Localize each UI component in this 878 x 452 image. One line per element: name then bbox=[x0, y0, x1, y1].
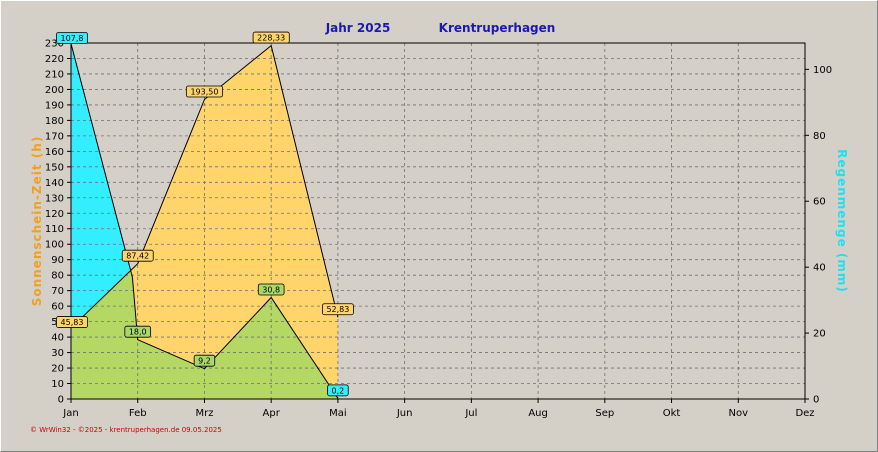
x-tick-label: Sep bbox=[595, 408, 614, 419]
x-tick-label: Aug bbox=[528, 408, 548, 419]
x-tick-label: Mrz bbox=[195, 408, 213, 419]
left-tick-label: 40 bbox=[51, 333, 64, 344]
overlap-area bbox=[71, 45, 338, 399]
sunshine-data-label: 45,83 bbox=[56, 316, 88, 328]
sunshine-data-label: 228,33 bbox=[252, 31, 290, 44]
left-tick-label: 230 bbox=[45, 39, 64, 50]
rain-line bbox=[70, 43, 339, 399]
rain-data-label: 9,2 bbox=[193, 354, 216, 367]
left-tick-label: 170 bbox=[45, 131, 64, 142]
left-tick-label: 190 bbox=[45, 100, 64, 111]
svg-text:52,83: 52,83 bbox=[326, 305, 349, 314]
x-tick-label: Mai bbox=[329, 408, 347, 419]
right-axis-label: Regenmenge (mm) bbox=[835, 149, 849, 293]
right-tick-label: 80 bbox=[813, 131, 826, 142]
rain-data-label: 0,2 bbox=[327, 384, 349, 397]
x-tick-label: Nov bbox=[729, 408, 749, 419]
location-title: Krentruperhagen bbox=[439, 21, 556, 35]
chart-title: Jahr 2025 bbox=[325, 21, 391, 35]
footer-copyright: © WrWin32 - ©2025 - krentruperhagen.de 0… bbox=[30, 426, 222, 434]
x-tick-label: Jan bbox=[62, 408, 78, 419]
svg-text:45,83: 45,83 bbox=[61, 318, 84, 327]
right-axis: 0 20 40 60 80 100 bbox=[805, 65, 832, 406]
left-tick-label: 80 bbox=[51, 271, 64, 282]
x-tick-label: Dez bbox=[795, 408, 814, 419]
rain-data-label: 30,8 bbox=[257, 283, 285, 296]
x-tick-label: Apr bbox=[263, 408, 281, 419]
data-labels: 45,83 87,42 193,50 228,33 52,83 107,8 18,0 9,2 3… bbox=[56, 31, 354, 397]
left-tick-label: 0 bbox=[58, 395, 64, 406]
svg-text:9,2: 9,2 bbox=[198, 357, 211, 366]
x-tick-label: Feb bbox=[129, 408, 147, 419]
left-tick-label: 140 bbox=[45, 178, 64, 189]
left-tick-label: 200 bbox=[45, 85, 64, 96]
svg-text:87,42: 87,42 bbox=[126, 252, 149, 261]
right-tick-label: 60 bbox=[813, 197, 826, 208]
left-axis-label: Sonnenschein-Zeit (h) bbox=[30, 136, 44, 307]
x-tick-label: Jun bbox=[396, 408, 413, 419]
left-tick-label: 210 bbox=[45, 69, 64, 80]
plot-border bbox=[70, 42, 806, 400]
right-tick-label: 100 bbox=[813, 65, 832, 76]
sunshine-data-label: 193,50 bbox=[185, 85, 223, 98]
left-tick-label: 110 bbox=[45, 224, 64, 235]
sunshine-data-label: 52,83 bbox=[322, 303, 354, 316]
rain-data-label: 107,8 bbox=[56, 32, 88, 44]
svg-text:228,33: 228,33 bbox=[257, 34, 285, 43]
left-tick-label: 70 bbox=[51, 286, 64, 297]
svg-text:30,8: 30,8 bbox=[262, 285, 280, 294]
left-axis: 0102030405060708090100110120130140150160… bbox=[45, 39, 71, 406]
left-tick-label: 10 bbox=[51, 379, 64, 390]
left-tick-label: 160 bbox=[45, 147, 64, 158]
rain-data-label: 18,0 bbox=[124, 325, 152, 338]
left-tick-label: 130 bbox=[45, 193, 64, 204]
left-tick-label: 90 bbox=[51, 255, 64, 266]
x-tick-label: Okt bbox=[663, 408, 681, 419]
left-tick-label: 60 bbox=[51, 302, 64, 313]
left-tick-label: 20 bbox=[51, 364, 64, 375]
left-tick-label: 30 bbox=[51, 348, 64, 359]
svg-text:193,50: 193,50 bbox=[190, 87, 218, 96]
x-axis: Jan Feb Mrz Apr Mai Jun Jul Aug Sep Okt Nov Dez bbox=[62, 399, 815, 419]
sunshine-data-label: 87,42 bbox=[121, 249, 154, 262]
right-tick-label: 0 bbox=[813, 395, 819, 406]
left-tick-label: 150 bbox=[45, 162, 64, 173]
left-tick-label: 120 bbox=[45, 209, 64, 220]
svg-text:0,2: 0,2 bbox=[332, 386, 345, 395]
left-tick-label: 180 bbox=[45, 116, 64, 127]
left-tick-label: 100 bbox=[45, 240, 64, 251]
svg-text:107,8: 107,8 bbox=[61, 34, 84, 43]
svg-text:18,0: 18,0 bbox=[129, 328, 147, 337]
series-lines bbox=[70, 43, 339, 399]
left-tick-label: 220 bbox=[45, 54, 64, 65]
right-tick-label: 40 bbox=[813, 263, 826, 274]
right-tick-label: 20 bbox=[813, 329, 826, 340]
x-tick-label: Jul bbox=[464, 408, 477, 419]
sunshine-line bbox=[70, 44, 339, 329]
